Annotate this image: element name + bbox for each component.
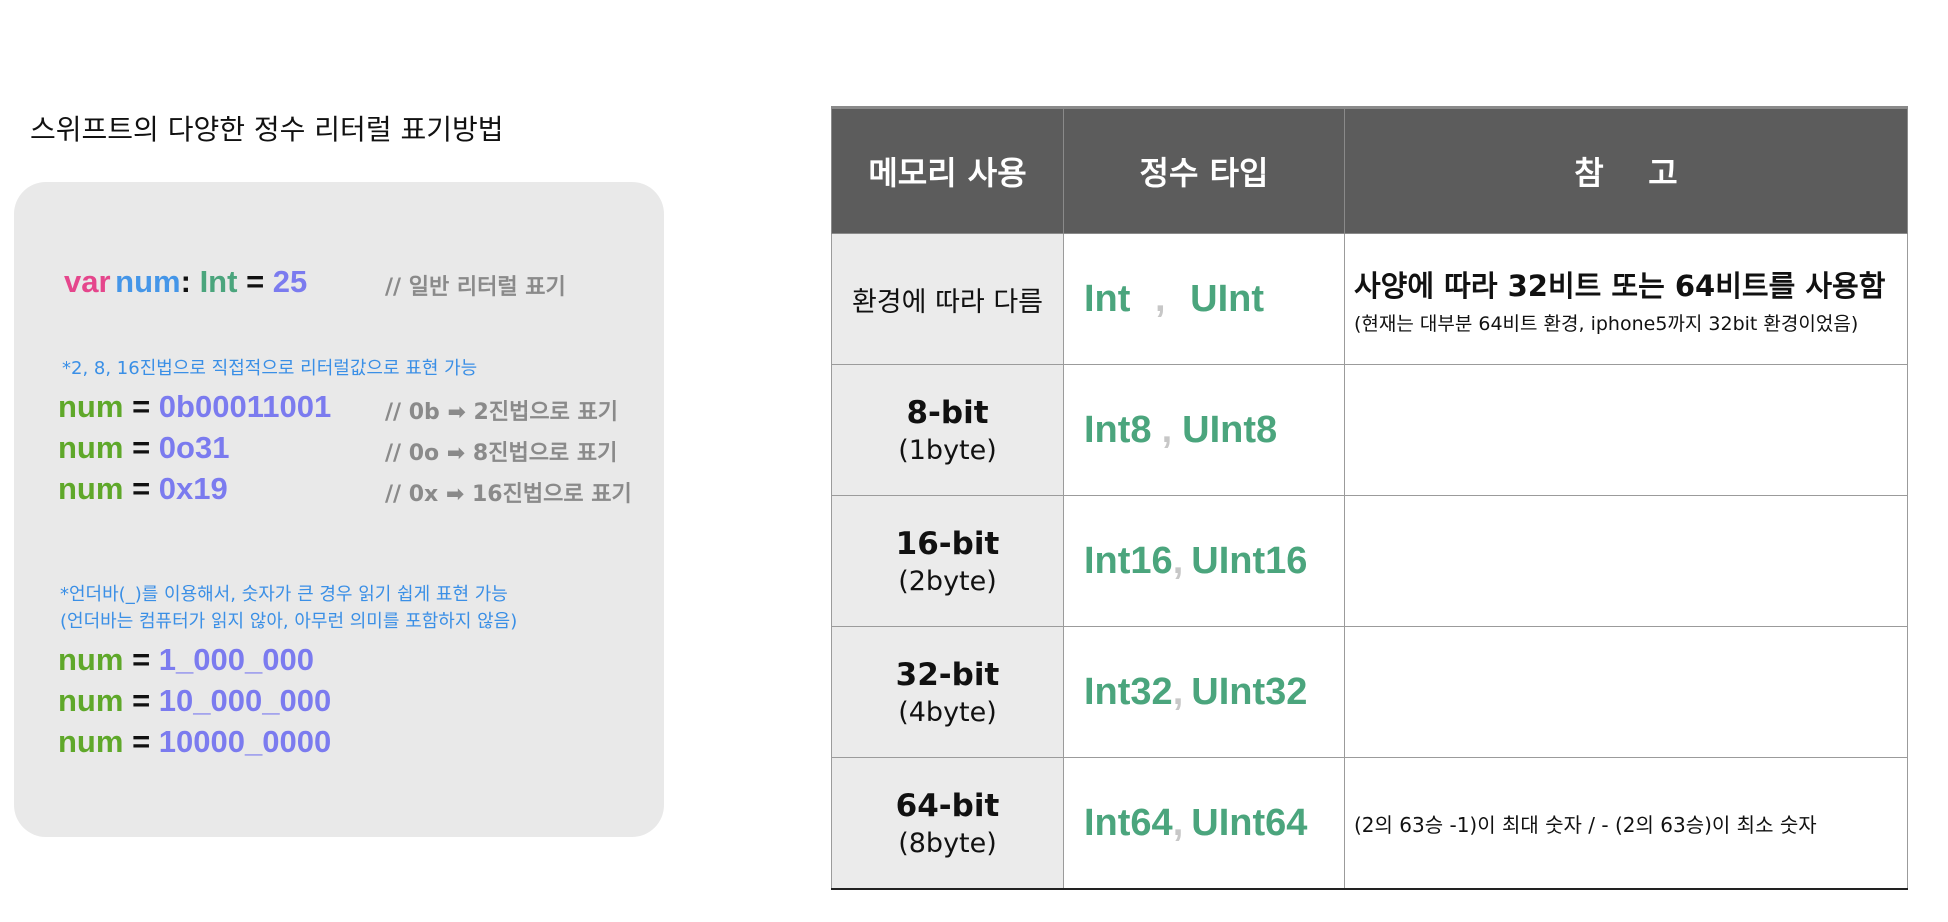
identifier-num: num (58, 683, 124, 718)
code-line-underscore-1: num = 1_000_000 (58, 642, 314, 678)
note-underscore-detail: (언더바는 컴퓨터가 읽지 않아, 아무런 의미를 포함하지 않음) (60, 611, 518, 632)
table-row: 32-bit (4byte) Int32, UInt32 (831, 626, 1908, 758)
code-line-binary: num = 0b00011001 (58, 389, 331, 425)
type-cell: Int8, UInt8 (1063, 364, 1345, 496)
identifier-num: num (58, 389, 124, 424)
equals: = (132, 430, 151, 465)
memory-bits: 8-bit (906, 394, 989, 431)
equals: = (132, 471, 151, 506)
literal-hex: 0x19 (158, 471, 228, 506)
header-type: 정수 타입 (1063, 106, 1345, 234)
memory-bits: 32-bit (895, 656, 1000, 693)
note-cell (1344, 626, 1908, 758)
note-radix: *2, 8, 16진법으로 직접적으로 리터럴값으로 표현 가능 (62, 358, 478, 379)
type-signed: Int16 (1084, 539, 1173, 582)
note-main: 사양에 따라 32비트 또는 64비트를 사용함 (1354, 268, 1886, 303)
table-header-row: 메모리 사용 정수 타입 참 고 (831, 106, 1908, 234)
equals: = (132, 389, 151, 424)
memory-bytes: (8byte) (898, 827, 997, 859)
equals: = (132, 683, 151, 718)
equals: = (132, 724, 151, 759)
type-signed: Int (1084, 277, 1131, 320)
left-title: 스위프트의 다양한 정수 리터럴 표기방법 (30, 113, 504, 146)
type-signed: Int32 (1084, 670, 1173, 713)
identifier-num: num (58, 642, 124, 677)
comment-octal: // 0o ➡ 8진법으로 표기 (385, 441, 618, 466)
literal-underscore: 10_000_000 (158, 683, 332, 718)
type-unsigned: UInt8 (1182, 408, 1278, 451)
memory-bits: 64-bit (895, 787, 1000, 824)
memory-bytes: (2byte) (898, 565, 997, 597)
memory-cell: 8-bit (1byte) (831, 364, 1064, 496)
header-note: 참 고 (1344, 106, 1908, 234)
note-cell: (2의 63승 -1)이 최대 숫자 / - (2의 63승)이 최소 숫자 (1344, 757, 1908, 890)
type-separator: , (1172, 801, 1184, 844)
code-panel: var num: Int = 25 // 일반 리터럴 표기 *2, 8, 16… (14, 182, 664, 837)
type-separator: , (1172, 670, 1184, 713)
literal-binary: 0b00011001 (158, 389, 332, 424)
literal-underscore: 1_000_000 (158, 642, 314, 677)
type-cell: Int64, UInt64 (1063, 757, 1345, 890)
type-separator: , (1155, 277, 1166, 320)
memory-bytes: (1byte) (898, 434, 997, 466)
comment-general: // 일반 리터럴 표기 (385, 275, 566, 300)
table-row: 16-bit (2byte) Int16, UInt16 (831, 495, 1908, 627)
keyword-var: var (64, 264, 111, 299)
memory-cell: 64-bit (8byte) (831, 757, 1064, 890)
code-line-octal: num = 0o31 (58, 430, 229, 466)
code-line-hex: num = 0x19 (58, 471, 228, 507)
colon: : (180, 264, 191, 299)
type-signed: Int8 (1084, 408, 1152, 451)
memory-label: 환경에 따라 다름 (851, 286, 1044, 318)
memory-cell: 환경에 따라 다름 (831, 233, 1064, 365)
table-row: 환경에 따라 다름 Int , UInt 사양에 따라 32비트 또는 64비트… (831, 233, 1908, 365)
table-row: 8-bit (1byte) Int8, UInt8 (831, 364, 1908, 496)
literal-25: 25 (272, 264, 308, 299)
note-sub: (현재는 대부분 64비트 환경, iphone5까지 32bit 환경이었음) (1354, 312, 1859, 335)
integer-types-table: 메모리 사용 정수 타입 참 고 환경에 따라 다름 Int , UInt 사양… (831, 106, 1908, 890)
table-row: 64-bit (8byte) Int64, UInt64 (2의 63승 -1)이… (831, 757, 1908, 890)
literal-underscore: 10000_0000 (158, 724, 332, 759)
note-cell (1344, 495, 1908, 627)
type-separator: , (1172, 539, 1184, 582)
memory-cell: 16-bit (2byte) (831, 495, 1064, 627)
note-cell: 사양에 따라 32비트 또는 64비트를 사용함 (현재는 대부분 64비트 환… (1344, 233, 1908, 365)
code-line-underscore-2: num = 10_000_000 (58, 683, 331, 719)
type-unsigned: UInt16 (1191, 539, 1308, 582)
memory-bits: 16-bit (895, 525, 1000, 562)
memory-cell: 32-bit (4byte) (831, 626, 1064, 758)
comment-binary: // 0b ➡ 2진법으로 표기 (385, 400, 618, 425)
literal-octal: 0o31 (158, 430, 230, 465)
comment-hex: // 0x ➡ 16진법으로 표기 (385, 482, 632, 507)
equals: = (246, 264, 265, 299)
identifier-num: num (58, 724, 124, 759)
type-unsigned: UInt32 (1191, 670, 1308, 713)
code-line-underscore-3: num = 10000_0000 (58, 724, 331, 760)
type-cell: Int16, UInt16 (1063, 495, 1345, 627)
type-int: Int (199, 264, 238, 299)
note-text: (2의 63승 -1)이 최대 숫자 / - (2의 63승)이 최소 숫자 (1354, 812, 1817, 837)
equals: = (132, 642, 151, 677)
type-cell: Int , UInt (1063, 233, 1345, 365)
type-signed: Int64 (1084, 801, 1173, 844)
type-cell: Int32, UInt32 (1063, 626, 1345, 758)
identifier-num: num (58, 471, 124, 506)
identifier-num: num (115, 264, 181, 299)
note-underscore: *언더바(_)를 이용해서, 숫자가 큰 경우 읽기 쉽게 표현 가능 (60, 584, 508, 605)
type-unsigned: UInt (1190, 277, 1264, 320)
memory-bytes: (4byte) (898, 696, 997, 728)
type-unsigned: UInt64 (1191, 801, 1308, 844)
note-cell (1344, 364, 1908, 496)
code-line-declaration: var num: Int = 25 (64, 264, 307, 300)
identifier-num: num (58, 430, 124, 465)
header-memory: 메모리 사용 (831, 106, 1064, 234)
type-separator: , (1161, 408, 1173, 451)
